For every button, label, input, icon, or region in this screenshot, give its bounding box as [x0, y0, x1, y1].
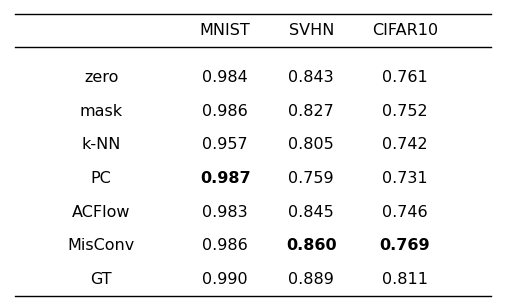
Text: 0.860: 0.860 — [285, 238, 336, 254]
Text: 0.742: 0.742 — [381, 137, 427, 152]
Text: 0.983: 0.983 — [202, 205, 247, 220]
Text: 0.827: 0.827 — [288, 104, 333, 119]
Text: MisConv: MisConv — [68, 238, 134, 254]
Text: 0.957: 0.957 — [202, 137, 247, 152]
Text: 0.761: 0.761 — [381, 70, 427, 85]
Text: 0.759: 0.759 — [288, 171, 333, 186]
Text: 0.731: 0.731 — [381, 171, 427, 186]
Text: 0.987: 0.987 — [199, 171, 250, 186]
Text: CIFAR10: CIFAR10 — [371, 23, 437, 38]
Text: 0.752: 0.752 — [381, 104, 427, 119]
Text: 0.984: 0.984 — [202, 70, 247, 85]
Text: 0.986: 0.986 — [202, 104, 247, 119]
Text: 0.990: 0.990 — [202, 272, 247, 287]
Text: mask: mask — [79, 104, 123, 119]
Text: MNIST: MNIST — [199, 23, 250, 38]
Text: zero: zero — [84, 70, 118, 85]
Text: k-NN: k-NN — [81, 137, 121, 152]
Text: GT: GT — [90, 272, 112, 287]
Text: SVHN: SVHN — [288, 23, 333, 38]
Text: PC: PC — [90, 171, 112, 186]
Text: 0.746: 0.746 — [381, 205, 427, 220]
Text: 0.843: 0.843 — [288, 70, 333, 85]
Text: 0.986: 0.986 — [202, 238, 247, 254]
Text: 0.805: 0.805 — [288, 137, 333, 152]
Text: 0.811: 0.811 — [381, 272, 427, 287]
Text: 0.769: 0.769 — [379, 238, 429, 254]
Text: 0.845: 0.845 — [288, 205, 333, 220]
Text: ACFlow: ACFlow — [72, 205, 130, 220]
Text: 0.889: 0.889 — [288, 272, 333, 287]
